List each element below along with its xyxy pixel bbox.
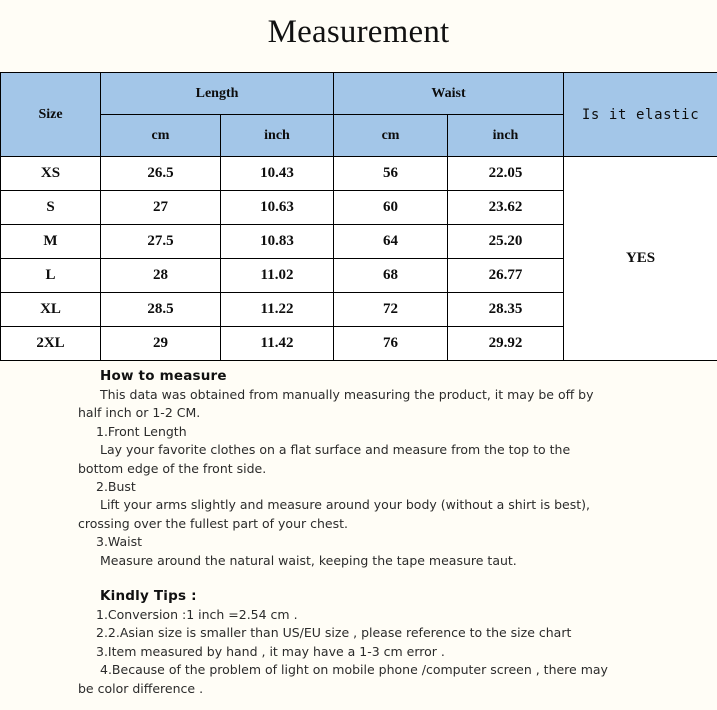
cell-waist-cm: 76 [333,326,449,361]
how-to-measure-item2-line1: Lift your arms slightly and measure arou… [100,497,590,513]
cell-waist-cm: 56 [333,156,449,191]
kindly-tips-item-2: 2.2.Asian size is smaller than US/EU siz… [96,625,572,641]
table-row: XS 26.5 10.43 56 22.05 YES [0,156,717,361]
cell-waist-inch: 28.35 [447,292,565,327]
cell-size: M [0,224,101,259]
cell-length-inch: 10.63 [219,190,335,225]
how-to-measure-intro-line1: This data was obtained from manually mea… [100,387,594,402]
how-to-measure-item2-line2: crossing over the fullest part of your c… [78,515,348,531]
cell-waist-cm: 64 [333,224,449,259]
cell-waist-inch: 22.05 [447,156,565,191]
header-length-inch: inch [219,114,335,157]
cell-waist-inch: 29.92 [447,326,565,361]
table-header-sub-row: cm inch cm inch [1,114,717,157]
how-to-measure-item2-title: 2.Bust [96,479,136,495]
cell-length-cm: 28.5 [100,292,221,327]
cell-size: 2XL [0,326,101,361]
header-waist-cm: cm [333,114,449,157]
cell-size: L [0,258,101,293]
cell-length-inch: 11.02 [219,258,335,293]
header-size: Size [0,72,101,157]
how-to-measure-item1-line2: bottom edge of the front side. [78,460,267,476]
cell-length-inch: 10.83 [219,224,335,259]
cell-size: S [0,190,101,225]
cell-waist-cm: 72 [333,292,449,327]
header-length-cm: cm [100,114,221,157]
cell-size: XL [0,292,101,327]
measurement-table: Size Length Waist Is it elastic cm inch … [0,72,717,361]
kindly-tips-item-3: 3.Item measured by hand , it may have a … [96,643,445,659]
cell-length-cm: 27 [100,190,221,225]
cell-size: XS [0,156,101,191]
how-to-measure-block: How to measure This data was obtained fr… [0,368,717,570]
kindly-tips-item-4-line1: 4.Because of the problem of light on mob… [100,662,608,678]
cell-waist-inch: 23.62 [447,190,565,225]
kindly-tips-item-1: 1.Conversion :1 inch =2.54 cm . [96,607,298,623]
table-row: XL 28.5 11.22 72 28.35 [0,292,717,327]
notes-spacer [0,570,717,588]
cell-length-inch: 11.42 [219,326,335,361]
how-to-measure-item3-title: 3.Waist [96,534,143,550]
notes-section: How to measure This data was obtained fr… [0,368,717,698]
how-to-measure-heading: How to measure [100,368,227,384]
cell-length-cm: 28 [100,258,221,293]
cell-waist-inch: 26.77 [447,258,565,293]
header-length-group: Length [99,72,335,115]
header-waist-inch: inch [447,114,565,157]
cell-waist-cm: 60 [333,190,449,225]
cell-length-cm: 27.5 [100,224,221,259]
cell-length-inch: 10.43 [219,156,335,191]
how-to-measure-item3-line1: Measure around the natural waist, keepin… [100,552,517,568]
cell-elastic-yes: YES [563,156,717,361]
how-to-measure-item1-line1: Lay your favorite clothes on a flat surf… [100,442,571,458]
how-to-measure-intro-line2: half inch or 1-2 CM. [78,405,201,421]
table-row: 2XL 29 11.42 76 29.92 [0,326,717,361]
cell-length-cm: 26.5 [100,156,221,191]
cell-waist-inch: 25.20 [447,224,565,259]
header-waist-group: Waist [333,72,565,115]
how-to-measure-item1-title: 1.Front Length [96,423,187,439]
kindly-tips-block: Kindly Tips : 1.Conversion :1 inch =2.54… [0,588,717,698]
kindly-tips-heading: Kindly Tips : [100,588,197,605]
header-is-it-elastic: Is it elastic [563,72,717,157]
table-header-group-row: Size Length Waist Is it elastic [0,72,717,157]
cell-waist-cm: 68 [333,258,449,293]
cell-length-inch: 11.22 [219,292,335,327]
kindly-tips-item-4-line2: be color difference . [78,680,204,696]
cell-length-cm: 29 [100,326,221,361]
table-row: L 28 11.02 68 26.77 [0,258,717,293]
page-title: Measurement [267,14,450,50]
